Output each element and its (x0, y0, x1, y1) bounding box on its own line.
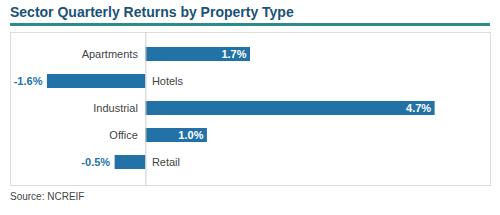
svg-text:Industrial: Industrial (93, 102, 138, 114)
svg-text:Hotels: Hotels (152, 75, 184, 87)
svg-text:Apartments: Apartments (82, 48, 139, 60)
svg-text:-0.5%: -0.5% (81, 156, 110, 168)
svg-text:1.0%: 1.0% (178, 129, 203, 141)
svg-text:4.7%: 4.7% (406, 102, 431, 114)
svg-text:-1.6%: -1.6% (14, 75, 43, 87)
html-text:Sector Quarterly Returns by Pr: Sector Quarterly Returns by Property Typ… (10, 4, 294, 20)
svg-text:Retail: Retail (152, 156, 180, 168)
svg-text:1.7%: 1.7% (221, 48, 246, 60)
html-text:Source: NCREIF: Source: NCREIF (10, 191, 85, 202)
svg-text:Office: Office (109, 129, 138, 141)
